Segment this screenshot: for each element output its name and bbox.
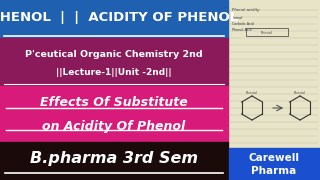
- Text: Pharma: Pharma: [252, 166, 297, 176]
- Text: Phenol: Phenol: [294, 91, 306, 95]
- Bar: [229, 148, 320, 180]
- Bar: [0, 38, 228, 86]
- Text: B.pharma 3rd Sem: B.pharma 3rd Sem: [30, 152, 198, 167]
- Bar: [246, 28, 288, 36]
- Text: Phenol: Phenol: [246, 91, 258, 95]
- Text: on Acidity Of Phenol: on Acidity Of Phenol: [42, 120, 186, 133]
- Text: Phenol Acid: Phenol Acid: [232, 28, 252, 32]
- Text: Carewell: Carewell: [249, 153, 300, 163]
- Bar: [228, 0, 320, 180]
- Bar: [0, 142, 228, 180]
- Text: Effects Of Substitute: Effects Of Substitute: [40, 96, 188, 109]
- Text: P'ceutical Organic Chemistry 2nd: P'ceutical Organic Chemistry 2nd: [25, 50, 203, 59]
- Bar: [0, 86, 228, 142]
- Text: Phenol: Phenol: [232, 16, 244, 20]
- Text: PHENOL  |  |  ACIDITY OF PHENOL: PHENOL | | ACIDITY OF PHENOL: [0, 12, 238, 24]
- Text: Phenol: Phenol: [261, 31, 273, 35]
- Text: Carbolic Acid: Carbolic Acid: [232, 22, 254, 26]
- Text: Phenol acidity: Phenol acidity: [232, 8, 260, 12]
- Bar: [0, 0, 228, 38]
- Text: ||Lecture-1||Unit -2nd||: ||Lecture-1||Unit -2nd||: [56, 68, 172, 77]
